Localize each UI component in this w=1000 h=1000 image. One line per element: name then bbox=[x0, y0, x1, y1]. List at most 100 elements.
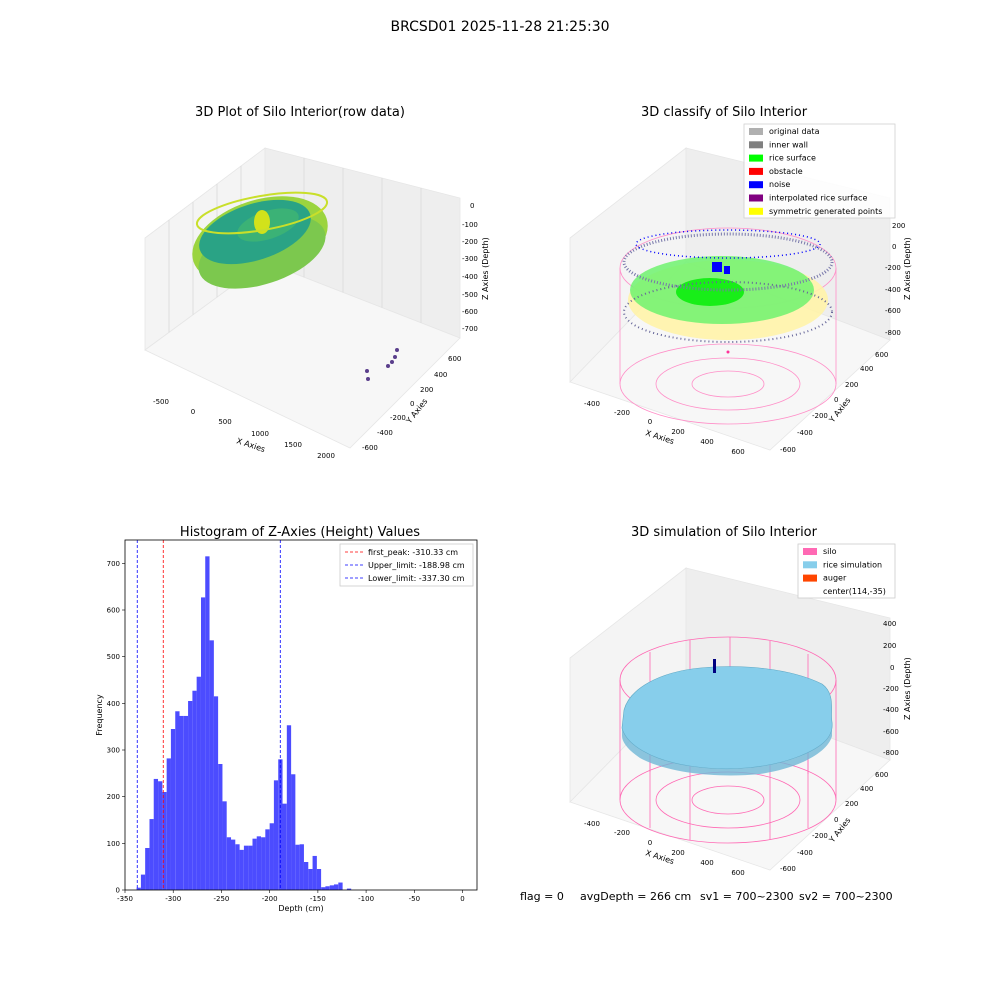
histogram-bar bbox=[286, 725, 292, 890]
classify-z-tick: -400 bbox=[885, 286, 901, 294]
classify-zlabel: Z Axies (Depth) bbox=[903, 237, 912, 300]
histogram-bar bbox=[278, 759, 283, 890]
histogram-bar bbox=[291, 774, 296, 890]
classify-x-ticks: -400 -200 0 200 400 600 bbox=[584, 400, 745, 456]
histogram-bar bbox=[222, 801, 227, 890]
histogram-bar bbox=[153, 778, 159, 890]
simulation-legend-label: rice simulation bbox=[823, 560, 882, 569]
histogram-bar bbox=[338, 882, 343, 890]
raw-outlier-point bbox=[386, 364, 390, 368]
simulation-y-tick: -400 bbox=[797, 849, 813, 857]
simulation-legend-label: silo bbox=[823, 547, 837, 556]
simulation-y-tick: 0 bbox=[834, 816, 838, 824]
raw-z-tick: -400 bbox=[462, 273, 478, 281]
histogram-bar bbox=[325, 886, 330, 890]
classify-z-tick: -200 bbox=[885, 264, 901, 272]
histogram-y-tick: 200 bbox=[107, 793, 120, 801]
classify-legend-swatch bbox=[749, 194, 763, 202]
histogram-y-tick: 400 bbox=[107, 700, 120, 708]
histogram-bar bbox=[196, 676, 201, 890]
classify-noise-ring bbox=[635, 229, 821, 259]
histogram-bar bbox=[183, 715, 189, 890]
classify-z-tick: -600 bbox=[885, 307, 901, 315]
simulation-z-tick: -600 bbox=[883, 728, 899, 736]
simulation-legend-label: auger bbox=[823, 574, 847, 583]
panel-histogram: Histogram of Z-Axies (Height) Values -35… bbox=[95, 525, 478, 913]
classify-y-tick: 200 bbox=[845, 381, 858, 389]
histogram-bar bbox=[273, 780, 279, 890]
raw-z-tick: -600 bbox=[462, 308, 478, 316]
histogram-bar bbox=[205, 556, 210, 890]
histogram-bar bbox=[252, 838, 257, 890]
histogram-bar bbox=[248, 845, 253, 890]
simulation-z-tick: -800 bbox=[883, 749, 899, 757]
status-avg-depth: avgDepth = 266 cm bbox=[580, 890, 691, 903]
raw-x-tick: 1500 bbox=[284, 441, 302, 449]
histogram-x-tick: -200 bbox=[262, 895, 278, 903]
raw-z-tick: -100 bbox=[462, 221, 478, 229]
panel-raw: 3D Plot of Silo Interior(row data) -500 … bbox=[144, 105, 490, 460]
histogram-bar bbox=[158, 781, 163, 890]
classify-y-ticks: 600 400 200 0 -200 -400 -600 bbox=[780, 351, 888, 454]
simulation-y-tick: 600 bbox=[875, 771, 888, 779]
histogram-bar bbox=[170, 729, 176, 890]
raw-y-ticks: 600 400 200 0 -200 -400 -600 bbox=[362, 355, 461, 452]
raw-point-cloud bbox=[192, 191, 399, 381]
simulation-z-tick: 0 bbox=[890, 664, 894, 672]
raw-y-tick: -600 bbox=[362, 444, 378, 452]
histogram-legend-label: first_peak: -310.33 cm bbox=[368, 548, 458, 557]
classify-legend-swatch bbox=[749, 128, 763, 135]
histogram-legend-label: Lower_limit: -337.30 cm bbox=[368, 574, 465, 583]
histogram-y-tick: 300 bbox=[107, 747, 120, 755]
raw-outlier-point bbox=[393, 355, 397, 359]
simulation-x-tick: 400 bbox=[700, 859, 713, 867]
histogram-xlabel: Depth (cm) bbox=[278, 904, 323, 913]
raw-z-tick: -700 bbox=[462, 325, 478, 333]
classify-legend-label: interpolated rice surface bbox=[769, 194, 867, 203]
raw-outlier-point bbox=[366, 377, 370, 381]
histogram-y-tick: 100 bbox=[107, 840, 120, 848]
histogram-bar bbox=[303, 862, 309, 890]
histogram-bar bbox=[295, 844, 300, 890]
classify-title: 3D classify of Silo Interior bbox=[641, 105, 808, 120]
classify-legend-frame bbox=[743, 123, 896, 219]
simulation-y-ticks: 600 400 200 0 -200 -400 -600 bbox=[780, 771, 888, 873]
histogram-x-tick: -300 bbox=[165, 895, 181, 903]
classify-z-ticks: 200 0 -200 -400 -600 -800 bbox=[885, 222, 905, 337]
histogram-bar bbox=[162, 792, 167, 890]
classify-legend-swatch bbox=[749, 154, 763, 162]
raw-surface-yellow bbox=[254, 210, 270, 234]
histogram-y-tick: 0 bbox=[116, 887, 120, 895]
raw-y-tick: 0 bbox=[410, 400, 414, 408]
classify-y-tick: 400 bbox=[860, 365, 873, 373]
histogram-bar bbox=[316, 869, 322, 890]
raw-xlabel: X Axies bbox=[235, 436, 266, 454]
histogram-bar bbox=[333, 884, 339, 890]
classify-x-tick: -200 bbox=[614, 409, 630, 417]
histogram-y-tick: 500 bbox=[107, 653, 120, 661]
raw-y-tick: -400 bbox=[377, 429, 393, 437]
classify-legend-label: inner wall bbox=[769, 140, 808, 149]
histogram-bar bbox=[299, 844, 304, 890]
raw-outlier-point bbox=[395, 348, 399, 352]
classify-legend-label: original data bbox=[769, 127, 820, 136]
histogram-bar bbox=[179, 715, 184, 890]
panel-simulation: 3D simulation of Silo Interior bbox=[569, 525, 912, 877]
histogram-plot-area: -350 -300 -250 -200 -150 -100 -50 0 0 100 200 300 40… bbox=[107, 540, 465, 903]
histogram-bar bbox=[226, 837, 232, 890]
histogram-title: Histogram of Z-Axies (Height) Values bbox=[180, 525, 420, 540]
simulation-z-tick: -200 bbox=[883, 685, 899, 693]
classify-obstacle-point bbox=[726, 350, 730, 354]
figure-suptitle: BRCSD01 2025-11-28 21:25:30 bbox=[390, 19, 609, 35]
raw-outlier-point bbox=[390, 360, 394, 364]
simulation-zlabel: Z Axies (Depth) bbox=[903, 657, 912, 720]
histogram-bar bbox=[256, 836, 262, 890]
histogram-x-tick: -50 bbox=[409, 895, 420, 903]
status-sv2: sv2 = 700~2300 bbox=[799, 890, 893, 903]
panel-classify: 3D classify of Silo Interior bbox=[569, 105, 912, 456]
histogram-y-tick: 700 bbox=[107, 560, 120, 568]
histogram-bar bbox=[312, 855, 317, 890]
classify-legend-swatch bbox=[749, 207, 763, 215]
histogram-bar bbox=[175, 711, 180, 890]
